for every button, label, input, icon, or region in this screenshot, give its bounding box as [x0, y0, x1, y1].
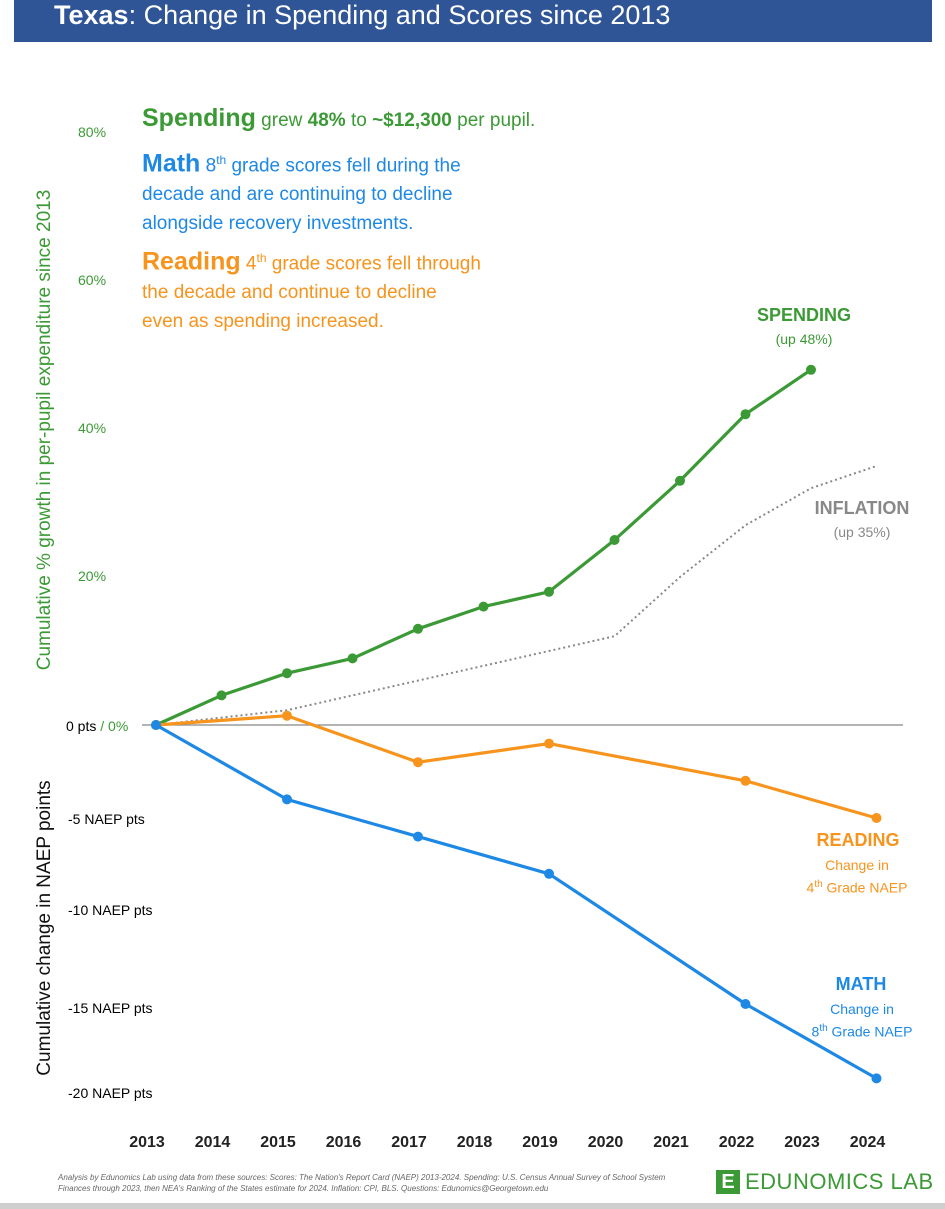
y-tick-60: 60% — [78, 272, 107, 288]
reading-series-label: READING — [816, 830, 900, 850]
x-tick-2016: 2016 — [325, 1134, 362, 1151]
spending-point-2020 — [609, 535, 620, 545]
math-series-sub2: Grade NAEP — [827, 1023, 913, 1040]
reading-series-grade: 4 — [806, 879, 815, 896]
spending-series-label: SPENDING — [756, 305, 852, 325]
x-tick-2018: 2018 — [456, 1134, 493, 1151]
title-banner: Texas: Change in Spending and Scores sin… — [14, 0, 932, 42]
y-tick-80: 80% — [78, 124, 107, 140]
reading-annotation-head: Reading — [142, 247, 241, 276]
y-tick-zero-pct: 0% — [108, 718, 129, 734]
spending-point-2021 — [675, 475, 685, 486]
reading-point-2019 — [544, 738, 554, 749]
source-footnote: Analysis by Edunomics Lab using data fro… — [58, 1173, 666, 1193]
y-tick-minus5: -5 NAEP pts — [68, 811, 145, 827]
y-tick-zero-sep: / — [96, 718, 109, 734]
reading-annotation-grade: 4 — [245, 253, 257, 275]
math-point-2019 — [544, 868, 554, 879]
inflation-series-sublabel: (up 35%) — [833, 524, 891, 540]
spending-annotation-head: Spending — [142, 104, 256, 132]
math-annotation-line1: grade scores fell during the — [226, 155, 461, 177]
spending-point-2015 — [282, 668, 292, 679]
math-point-2015 — [282, 794, 292, 805]
reading-point-2024 — [871, 813, 882, 823]
reading-series-sup: th — [814, 879, 823, 890]
reading-annotation-line1: grade scores fell through — [266, 253, 481, 275]
math-annotation: Math 8th grade scores fell during the de… — [142, 146, 461, 238]
math-series-grade: 8 — [811, 1023, 820, 1040]
math-series-sublabel: Change in 8th Grade NAEP — [812, 999, 913, 1042]
title-text: : Change in Spending and Scores since 20… — [128, 0, 671, 30]
spending-point-2014 — [216, 690, 227, 701]
y-tick-zero: 0 pts / 0% — [66, 718, 128, 734]
reading-series-sub2: Grade NAEP — [822, 879, 908, 896]
spending-point-2019 — [544, 586, 554, 597]
spending-point-2017 — [413, 623, 423, 634]
spending-line — [155, 368, 812, 727]
reading-series-sub1: Change in — [825, 857, 889, 873]
reading-line — [155, 714, 877, 820]
reading-point-2017 — [413, 757, 423, 768]
x-tick-2019: 2019 — [522, 1134, 558, 1151]
reading-point-2022 — [740, 775, 751, 786]
y-tick-minus15: -15 NAEP pts — [68, 1000, 153, 1016]
math-series-sub1: Change in — [830, 1001, 894, 1017]
math-annotation-line2: decade and are continuing to decline — [142, 184, 453, 206]
logo-mark: E — [716, 1170, 740, 1194]
x-tick-2021: 2021 — [653, 1134, 689, 1151]
math-line — [155, 723, 878, 1080]
spending-annotation-text2: to — [345, 110, 373, 131]
x-tick-2024: 2024 — [849, 1134, 886, 1151]
x-tick-2017: 2017 — [391, 1134, 427, 1151]
math-point-2022 — [740, 999, 751, 1009]
x-tick-2022: 2022 — [718, 1134, 755, 1151]
reading-annotation: Reading 4th grade scores fell through th… — [142, 244, 481, 336]
title-state: Texas — [54, 0, 129, 30]
math-annotation-grade: 8 — [205, 155, 217, 177]
reading-annotation-line2: the decade and continue to decline — [142, 282, 437, 304]
y-tick-20: 20% — [78, 568, 107, 584]
spending-annotation: Spending grew 48% to ~$12,300 per pupil. — [142, 104, 535, 135]
y-tick-minus10: -10 NAEP pts — [68, 902, 153, 918]
bottom-strip — [0, 1203, 945, 1209]
x-tick-2015: 2015 — [260, 1134, 296, 1151]
spending-series-sublabel: (up 48%) — [775, 331, 833, 347]
spending-point-2022 — [740, 409, 751, 420]
x-tick-2023: 2023 — [784, 1134, 820, 1151]
inflation-series-label: INFLATION — [814, 498, 910, 518]
x-tick-2020: 2020 — [587, 1134, 624, 1151]
spending-annotation-text3: per pupil. — [451, 110, 536, 131]
edunomics-logo: E EDUNOMICS LAB — [716, 1168, 934, 1196]
math-point-2024 — [871, 1073, 882, 1084]
math-annotation-sup: th — [216, 153, 227, 167]
reading-annotation-sup: th — [256, 251, 267, 265]
math-point-2013 — [151, 720, 161, 730]
y-tick-40: 40% — [78, 420, 107, 436]
logo-text: EDUNOMICS LAB — [745, 1169, 934, 1194]
math-series-sup: th — [819, 1023, 828, 1034]
math-annotation-line3: alongside recovery investments. — [142, 213, 414, 235]
math-annotation-head: Math — [142, 149, 201, 178]
reading-annotation-line3: even as spending increased. — [142, 311, 384, 333]
math-point-2017 — [413, 831, 423, 842]
spending-point-2018 — [478, 601, 489, 612]
y-tick-minus20: -20 NAEP pts — [68, 1085, 153, 1101]
inflation-line — [155, 465, 877, 726]
math-series-label: MATH — [835, 974, 887, 994]
reading-point-2015 — [282, 710, 292, 721]
spending-point-2023 — [806, 364, 816, 375]
x-tick-2013: 2013 — [129, 1134, 165, 1151]
spending-annotation-amount: ~$12,300 — [372, 110, 452, 131]
spending-annotation-text1: grew — [255, 110, 308, 131]
spending-annotation-pct: 48% — [307, 110, 346, 131]
x-tick-2014: 2014 — [194, 1134, 231, 1151]
y-tick-zero-pts: 0 pts — [66, 718, 97, 734]
reading-series-sublabel: Change in 4th Grade NAEP — [807, 855, 908, 898]
spending-point-2016 — [347, 653, 358, 664]
